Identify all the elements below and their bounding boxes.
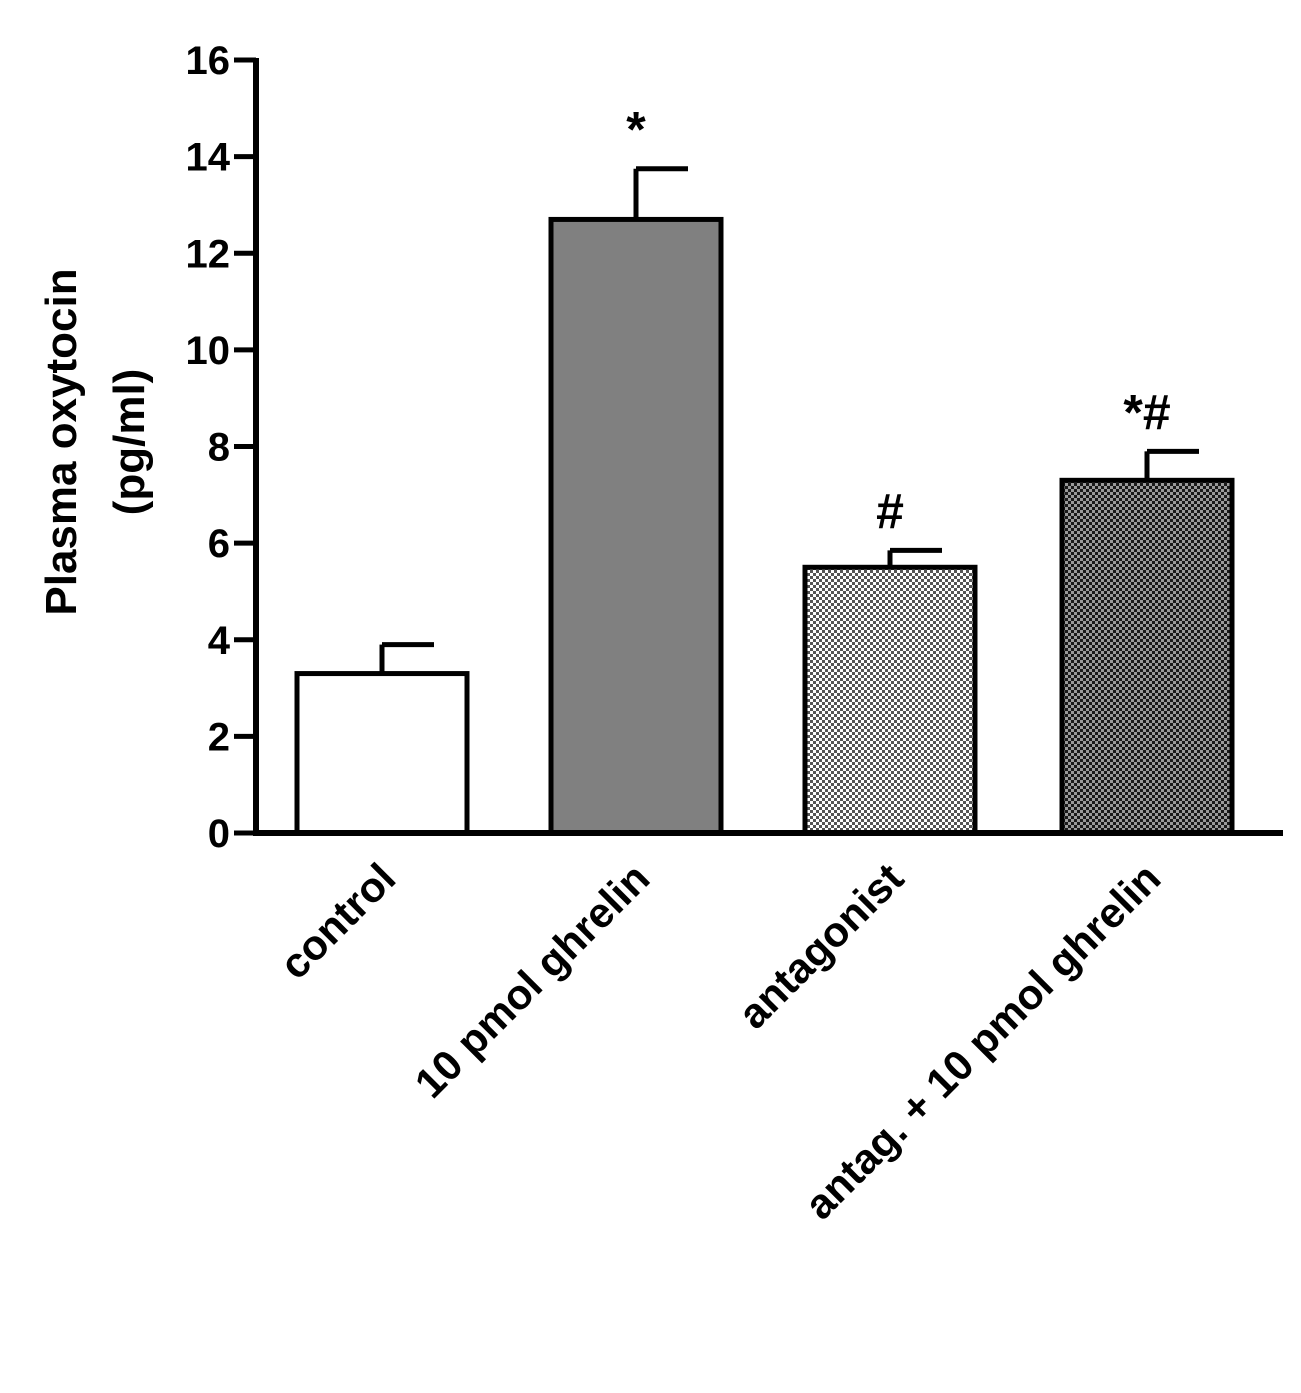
error-bars-layer (379, 166, 1199, 674)
error-bar-3 (887, 547, 942, 568)
y-axis-title-line-1: Plasma oxytocin (37, 268, 86, 615)
y-tick-label-6: 6 (208, 522, 230, 566)
y-tick-label-4: 4 (208, 619, 231, 663)
bars-layer (294, 216, 1235, 836)
bar-3 (802, 564, 978, 836)
y-axis-title-line-2: (pg/ml) (105, 369, 154, 516)
category-label-2: 10 pmol ghrelin (406, 854, 659, 1107)
y-tick-label-10: 10 (186, 329, 231, 373)
bar-4 (1059, 477, 1235, 836)
category-label-3: antagonist (729, 854, 912, 1037)
bar-2 (548, 216, 724, 836)
error-bar-2 (633, 166, 688, 220)
bar-1 (294, 671, 470, 836)
significance-label-3: # (876, 483, 904, 539)
significance-label-2: * (626, 102, 646, 158)
y-tick-label-2: 2 (208, 715, 230, 759)
category-label-1: control (270, 854, 404, 988)
significance-label-4: *# (1123, 384, 1170, 440)
y-tick-label-16: 16 (186, 39, 231, 83)
y-tick-label-0: 0 (208, 812, 230, 856)
y-tick-label-14: 14 (186, 136, 231, 180)
error-bar-4 (1144, 448, 1199, 481)
axes-layer (234, 57, 1283, 836)
y-tick-label-8: 8 (208, 426, 230, 470)
error-bar-1 (379, 642, 434, 674)
y-tick-label-12: 12 (186, 232, 231, 276)
y-axis-title: Plasma oxytocin (pg/ml) (37, 268, 154, 615)
